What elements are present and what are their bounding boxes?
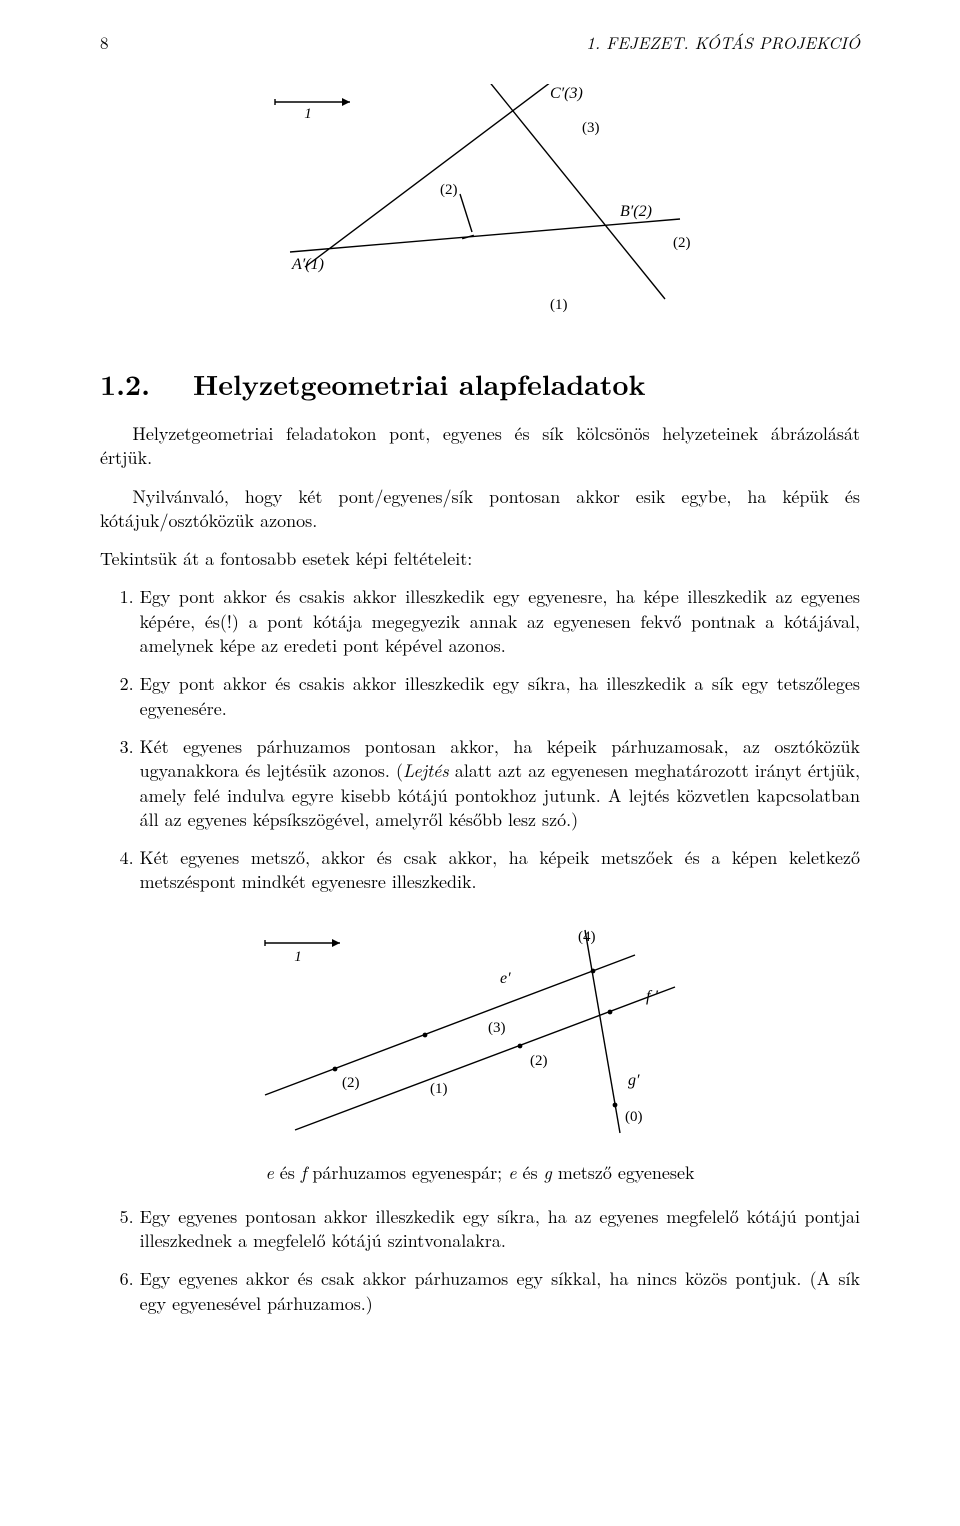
label-2-ac: (2) [440, 182, 458, 198]
dot-e-1 [423, 1032, 428, 1037]
label-n4: (4) [578, 929, 596, 945]
label-1: (1) [550, 297, 568, 313]
lines-diagram: 1 e′ f ′ g′ (4) (3) (2) (2) [230, 915, 730, 1145]
tick-ab [460, 194, 472, 232]
item-5: Egy egyenes pontosan akkor illeszkedik e… [140, 1205, 860, 1254]
page-header: 8 1. FEJEZET. KÓTÁS PROJEKCIÓ [100, 30, 860, 54]
para-1: Helyzetgeometriai feladatokon pont, egye… [100, 422, 860, 471]
figure-2: 1 e′ f ′ g′ (4) (3) (2) (2) [100, 915, 860, 1185]
label-2-right: (2) [673, 235, 691, 251]
item-6: Egy egyenes akkor és csak akkor párhuzam… [140, 1267, 860, 1316]
page-content: 8 1. FEJEZET. KÓTÁS PROJEKCIÓ 1 [0, 0, 960, 1370]
section-heading: 1.2. Helyzetgeometriai alapfeladatok [100, 364, 860, 404]
line-ab [290, 219, 680, 252]
figure-2-caption: e és f párhuzamos egyenespár; e és g met… [100, 1160, 860, 1185]
para-3: Tekintsük át a fontosabb esetek képi fel… [100, 547, 860, 571]
para-2: Nyilvánvaló, hogy két pont/egyenes/sík p… [100, 485, 860, 534]
unit-ref: 1 [275, 98, 350, 122]
unit2-label: 1 [294, 949, 302, 965]
line-f [295, 987, 675, 1130]
hidden [330, 249, 580, 319]
line-e [265, 955, 635, 1095]
dot-g-0 [613, 1102, 618, 1107]
dot-f-3 [608, 1009, 613, 1014]
item-4: Két egyenes metsző, akkor és csak akkor,… [140, 846, 860, 895]
label-f: f ′ [646, 988, 658, 1005]
label-n1: (1) [430, 1081, 448, 1097]
label-g: g′ [628, 1072, 640, 1089]
label-B: B′(2) [620, 203, 652, 220]
label-C: C′(3) [550, 85, 583, 102]
label-A: A′(1) [291, 256, 324, 273]
dot-f-2 [518, 1043, 523, 1048]
line-bc [475, 84, 665, 299]
condition-list: Egy pont akkor és csakis akkor illeszked… [100, 585, 860, 894]
section-number: 1.2. [100, 364, 150, 404]
item-1: Egy pont akkor és csakis akkor illeszked… [140, 585, 860, 658]
unit-label: 1 [304, 106, 312, 122]
triangle-diagram: 1 C′(3) (3) (2) [250, 84, 710, 334]
condition-list-2: Egy egyenes pontosan akkor illeszkedik e… [100, 1205, 860, 1316]
label-n2b: (2) [530, 1053, 548, 1069]
item-2: Egy pont akkor és csakis akkor illeszked… [140, 672, 860, 721]
page-number: 8 [100, 30, 109, 54]
label-n2: (2) [342, 1075, 360, 1091]
label-e: e′ [500, 970, 511, 987]
item-3: Két egyenes párhuzamos pontosan akkor, h… [140, 735, 860, 832]
section-title: Helyzetgeometriai alapfeladatok [193, 364, 645, 404]
unit-ref-2: 1 [265, 939, 340, 965]
dot-e-2 [333, 1066, 338, 1071]
figure-1: 1 C′(3) (3) (2) [100, 84, 860, 339]
label-n3: (3) [488, 1020, 506, 1036]
label-3: (3) [582, 120, 600, 136]
dot-eg-4 [591, 968, 596, 973]
label-n0: (0) [625, 1109, 643, 1125]
line-g [585, 930, 620, 1133]
chapter-title: 1. FEJEZET. KÓTÁS PROJEKCIÓ [586, 30, 860, 54]
